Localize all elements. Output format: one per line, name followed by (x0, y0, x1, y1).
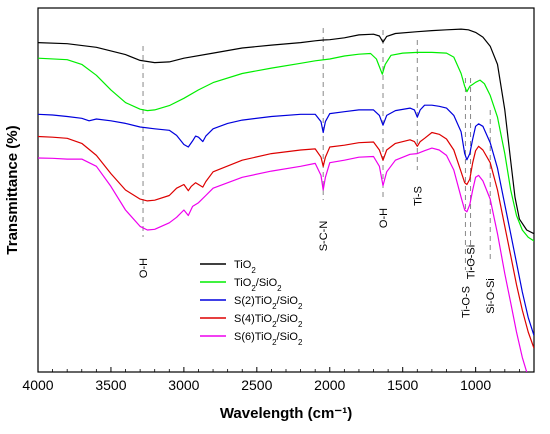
legend-label-1: TiO2 (234, 259, 256, 275)
legend-label-5: S(6)TiO2/SiO2 (234, 331, 303, 347)
legend-label-4: S(4)TiO2/SiO2 (234, 313, 303, 329)
series-lines (38, 28, 534, 372)
x-tick-label-2000: 2000 (314, 377, 345, 393)
annotations: O-H S-C-N O-H Ti-S Ti-O-S Ti-O-Si Si-O-Si (138, 28, 497, 318)
annotation-label-ti-o-s: Ti-O-S (460, 286, 472, 318)
x-axis-ticks: 4000 3500 3000 2500 2000 1500 1000 (22, 367, 535, 393)
annotation-label-ti-o-si: Ti-O-Si (466, 245, 478, 279)
legend-label-2: TiO2/SiO2 (234, 277, 282, 293)
x-tick-label-3500: 3500 (95, 377, 126, 393)
x-tick-label-1000: 1000 (460, 377, 491, 393)
series-line-5 (38, 147, 528, 372)
y-axis-title: Transmittance (%) (4, 125, 21, 254)
annotation-label-ti-s: Ti-S (412, 186, 424, 206)
series-line-2 (38, 51, 534, 242)
series-line-4 (38, 131, 534, 349)
x-tick-label-1500: 1500 (387, 377, 418, 393)
series-line-1 (38, 28, 534, 235)
x-tick-label-4000: 4000 (22, 377, 53, 393)
legend: TiO2 TiO2/SiO2 S(2)TiO2/SiO2 S(4)TiO2/SiO2 S… (200, 259, 303, 347)
x-tick-label-3000: 3000 (168, 377, 199, 393)
legend-label-3: S(2)TiO2/SiO2 (234, 295, 303, 311)
annotation-label-s-c-n: S-C-N (318, 221, 330, 252)
x-tick-label-2500: 2500 (241, 377, 272, 393)
annotation-label-si-o-si: Si-O-Si (485, 278, 497, 313)
annotation-label-o-h: O-H (138, 258, 150, 278)
annotation-label-o-h: O-H (378, 208, 390, 228)
x-axis-title: Wavelength (cm⁻¹) (220, 405, 352, 422)
series-line-3 (38, 104, 534, 336)
